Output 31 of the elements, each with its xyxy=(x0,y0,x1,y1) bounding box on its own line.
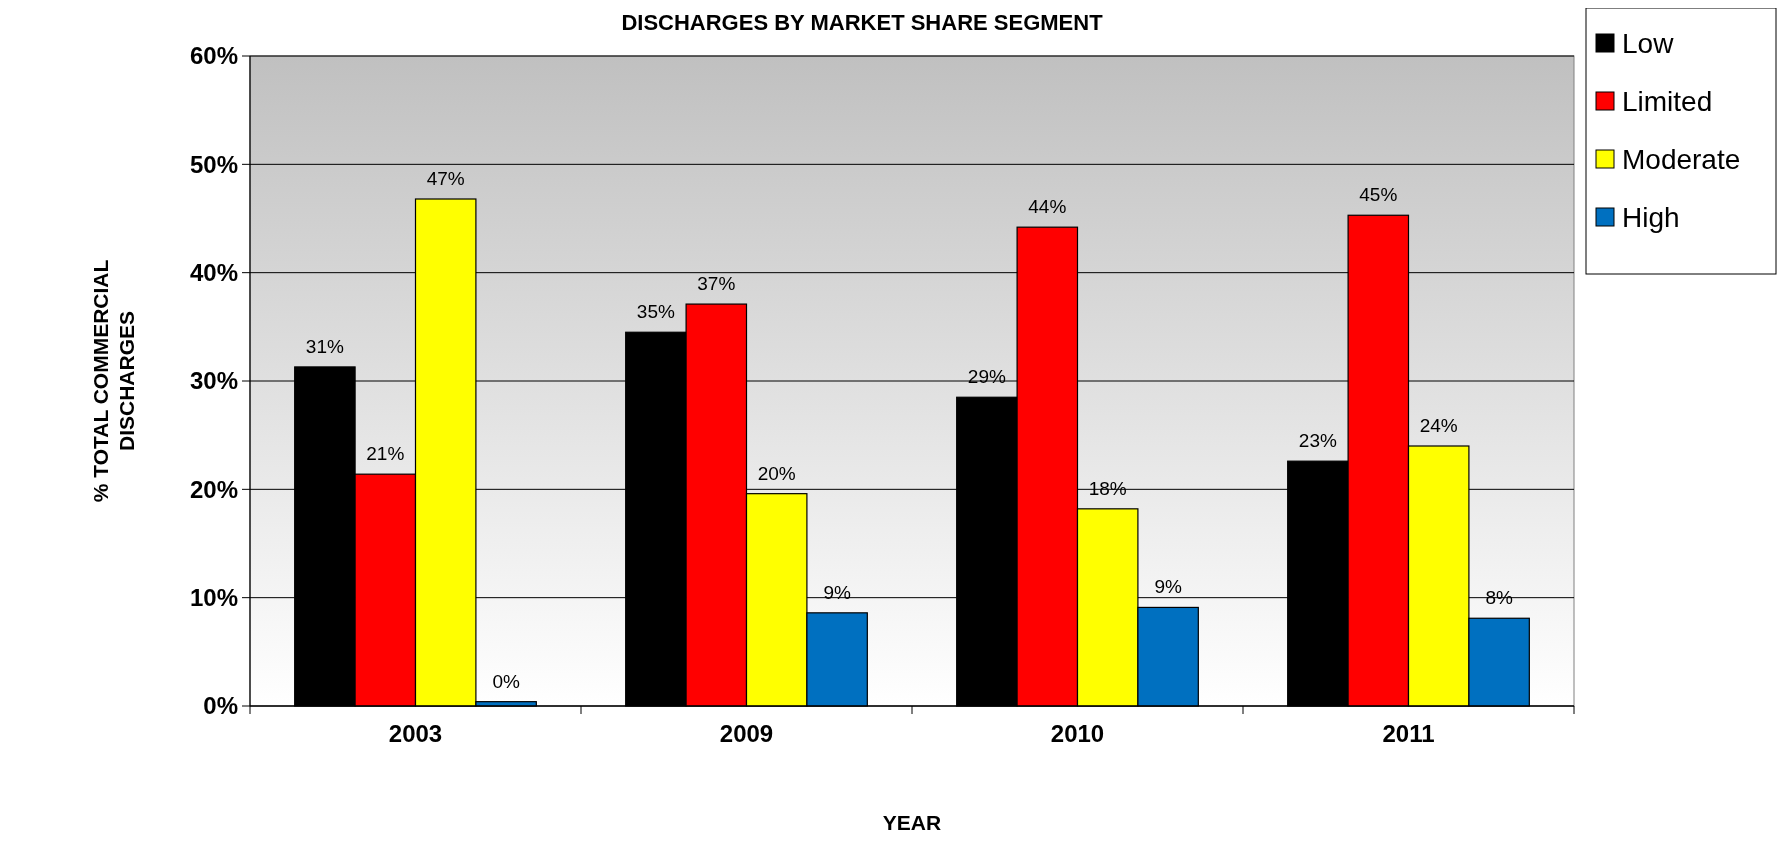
data-label: 20% xyxy=(757,462,796,484)
y-tick-label: 10% xyxy=(189,584,238,612)
y-tick-label: 20% xyxy=(189,475,238,503)
data-label: 44% xyxy=(1028,196,1067,218)
legend-label: Moderate xyxy=(1622,143,1741,175)
data-label: 31% xyxy=(305,335,345,357)
data-label: 0% xyxy=(492,670,520,692)
data-label: 29% xyxy=(967,366,1007,388)
chart-title: DISCHARGES BY MARKET SHARE SEGMENT xyxy=(621,10,1104,35)
x-tick-label: 2003 xyxy=(388,720,443,747)
x-tick-label: 2011 xyxy=(1382,720,1435,747)
y-tick-label: 30% xyxy=(189,367,238,395)
y-axis-title: % TOTAL COMMERCIAL DISCHARGES xyxy=(89,259,138,503)
y-tick-label: 0% xyxy=(203,692,238,720)
x-tick-label: 2009 xyxy=(719,720,774,747)
data-label: 9% xyxy=(1154,576,1182,598)
legend-label: Limited xyxy=(1622,85,1713,117)
y-tick-label: 40% xyxy=(189,259,238,287)
data-label: 23% xyxy=(1298,430,1338,452)
legend-label: High xyxy=(1622,201,1680,233)
data-label: 47% xyxy=(426,168,465,189)
y-tick-label: 50% xyxy=(189,150,238,178)
legend-label: Low xyxy=(1622,27,1675,59)
data-label: 21% xyxy=(366,443,405,465)
data-label: 35% xyxy=(636,301,676,323)
data-label: 37% xyxy=(697,273,736,295)
x-axis-title: YEAR xyxy=(882,811,942,834)
data-label: 24% xyxy=(1419,415,1458,436)
data-label: 45% xyxy=(1359,184,1398,206)
y-tick-label: 60% xyxy=(189,42,238,70)
x-tick-label: 2010 xyxy=(1050,720,1105,747)
